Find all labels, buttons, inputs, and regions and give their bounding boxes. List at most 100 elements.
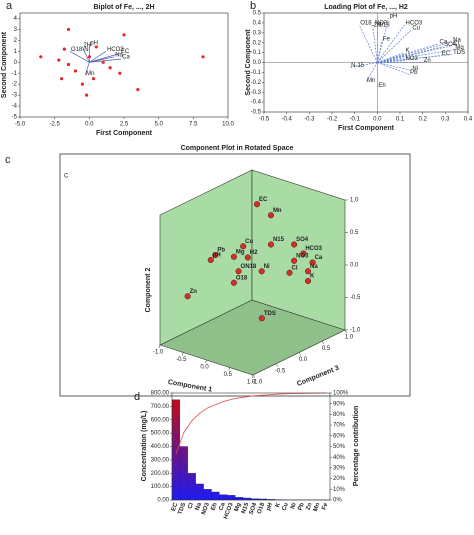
y2-tick-label: 20%	[333, 476, 346, 482]
point-label: TDS	[264, 311, 276, 317]
y-tick-label: -0.2	[251, 80, 262, 86]
x-tick-label: Ni	[290, 502, 298, 510]
y-tick-label: 400.00	[151, 444, 170, 450]
y-tick-label: 0.1	[253, 50, 262, 56]
z-tick-label: 1.0	[345, 335, 354, 341]
y-tick-label: -1	[12, 71, 18, 77]
vector-label: 2H	[83, 43, 91, 49]
loading-point	[304, 277, 312, 285]
score-point	[84, 93, 89, 97]
x-tick-label: 7.5	[189, 122, 198, 128]
loading-point	[291, 241, 298, 248]
y-tick-label: -0.3	[251, 90, 262, 96]
bar	[235, 497, 244, 501]
loading-point	[230, 279, 237, 286]
x-tick	[228, 367, 230, 371]
cumulative-line	[175, 392, 327, 455]
loading-point	[304, 268, 312, 275]
point-label: Cl	[292, 265, 298, 271]
vector-label: Na	[115, 52, 123, 58]
y2-tick-label: 90%	[333, 401, 346, 407]
y-tick-label: -2	[12, 82, 18, 88]
x-tick	[182, 352, 184, 356]
point-label: NO3	[296, 253, 309, 259]
loading-point	[253, 201, 261, 208]
point-label: ON18	[241, 264, 257, 270]
y-tick-label: 1	[14, 49, 18, 55]
y-tick-label: 0.4	[253, 20, 262, 26]
inset-label: C	[64, 174, 69, 180]
score-point	[201, 55, 205, 59]
panel-frame	[59, 153, 411, 397]
x-tick-label: SO4	[249, 502, 259, 516]
x-tick-label: 0.1	[396, 117, 405, 123]
score-point	[66, 62, 71, 67]
y-tick-label: -0.1	[251, 70, 262, 76]
y-tick-label: -0.4	[251, 100, 262, 106]
y2-tick-label: 0%	[333, 498, 342, 504]
loading-point	[286, 269, 293, 276]
x-tick-label: 10.0	[222, 122, 234, 128]
point-label: Mn	[273, 208, 282, 214]
z-tick	[298, 352, 302, 356]
vector-label: Mg	[455, 45, 463, 51]
bar	[187, 473, 196, 501]
loading-point	[300, 250, 307, 257]
y-tick-label: 500.00	[151, 431, 170, 437]
z-tick-label: 0.0	[299, 357, 308, 363]
bar	[227, 495, 236, 501]
loading-vector	[358, 24, 378, 63]
loading-point	[258, 268, 265, 275]
loading-point	[207, 256, 214, 264]
bar	[211, 491, 220, 501]
vector-label: NO3	[406, 56, 419, 62]
vector-label: O18	[378, 22, 390, 28]
loading-point	[291, 257, 298, 264]
chart-title: Component Plot in Rotated Space	[181, 145, 294, 152]
x-tick-label: -5.0	[15, 122, 26, 128]
x-tick-label: 2.5	[120, 122, 129, 128]
y-tick-label: 0.5	[253, 11, 262, 17]
loading-vector	[372, 26, 378, 63]
y-tick-label: 100.00	[151, 484, 170, 490]
y-tick-label: 0.2	[253, 40, 262, 46]
chart-title: Loading Plot of Fe, ..., H2	[324, 4, 408, 11]
bar	[203, 489, 212, 501]
z-tick-label: 0.5	[322, 346, 331, 352]
bar	[171, 399, 181, 501]
x-tick-label: -0.1	[349, 117, 360, 123]
loading-vector	[350, 62, 378, 68]
vector-label: EC	[121, 49, 130, 55]
y-tick-label: 800.00	[151, 391, 170, 397]
point-label: Ni	[264, 264, 270, 270]
vector-label: Mn	[367, 78, 375, 84]
y2-axis-label: Percentage contribution	[353, 406, 360, 487]
y2-tick-label: 80%	[333, 412, 346, 418]
vector-label: TDS	[453, 50, 465, 56]
vector-label: O18_NO3	[360, 20, 388, 26]
x-tick-label: -0.2	[327, 117, 338, 123]
point-label: HCO3	[305, 246, 322, 252]
y-tick-label: 2	[14, 38, 18, 44]
point-label: Zn	[190, 289, 198, 295]
score-point	[39, 55, 43, 59]
point-label: SO4	[296, 237, 309, 243]
y-tick-label: 700.00	[151, 404, 170, 410]
x-axis-label: First Component	[338, 125, 395, 132]
score-point	[62, 47, 66, 51]
y-tick-label: 0.3	[253, 30, 262, 36]
x-tick-label: 5.0	[154, 122, 163, 128]
x-tick-label: 0.0	[85, 122, 94, 128]
vector-label: EC	[442, 51, 451, 57]
x-tick-label: 0.0	[373, 117, 382, 123]
point-label: N15	[273, 237, 285, 243]
score-point	[118, 71, 122, 75]
x-tick-label: K	[275, 502, 282, 509]
vector-label: pH	[390, 14, 398, 20]
x-tick-label: Cu	[282, 502, 290, 512]
score-point	[57, 58, 61, 62]
panel-label: c	[5, 154, 11, 166]
panel-label: b	[250, 0, 256, 12]
vector-label: Eh	[378, 83, 385, 89]
loading-point	[212, 251, 219, 259]
